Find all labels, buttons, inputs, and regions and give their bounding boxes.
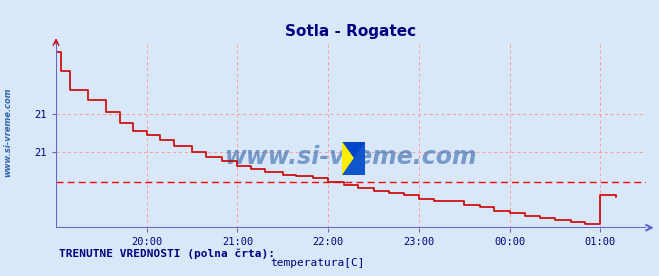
Polygon shape xyxy=(342,142,365,175)
Polygon shape xyxy=(342,142,365,175)
Polygon shape xyxy=(342,142,365,175)
Polygon shape xyxy=(342,142,365,175)
Text: temperatura[C]: temperatura[C] xyxy=(270,258,364,267)
Text: www.si-vreme.com: www.si-vreme.com xyxy=(3,88,13,177)
Polygon shape xyxy=(342,142,365,175)
Polygon shape xyxy=(342,142,365,175)
Text: TRENUTNE VREDNOSTI (polna črta):: TRENUTNE VREDNOSTI (polna črta): xyxy=(59,249,275,259)
Text: www.si-vreme.com: www.si-vreme.com xyxy=(225,145,477,169)
Title: Sotla - Rogatec: Sotla - Rogatec xyxy=(285,24,416,39)
